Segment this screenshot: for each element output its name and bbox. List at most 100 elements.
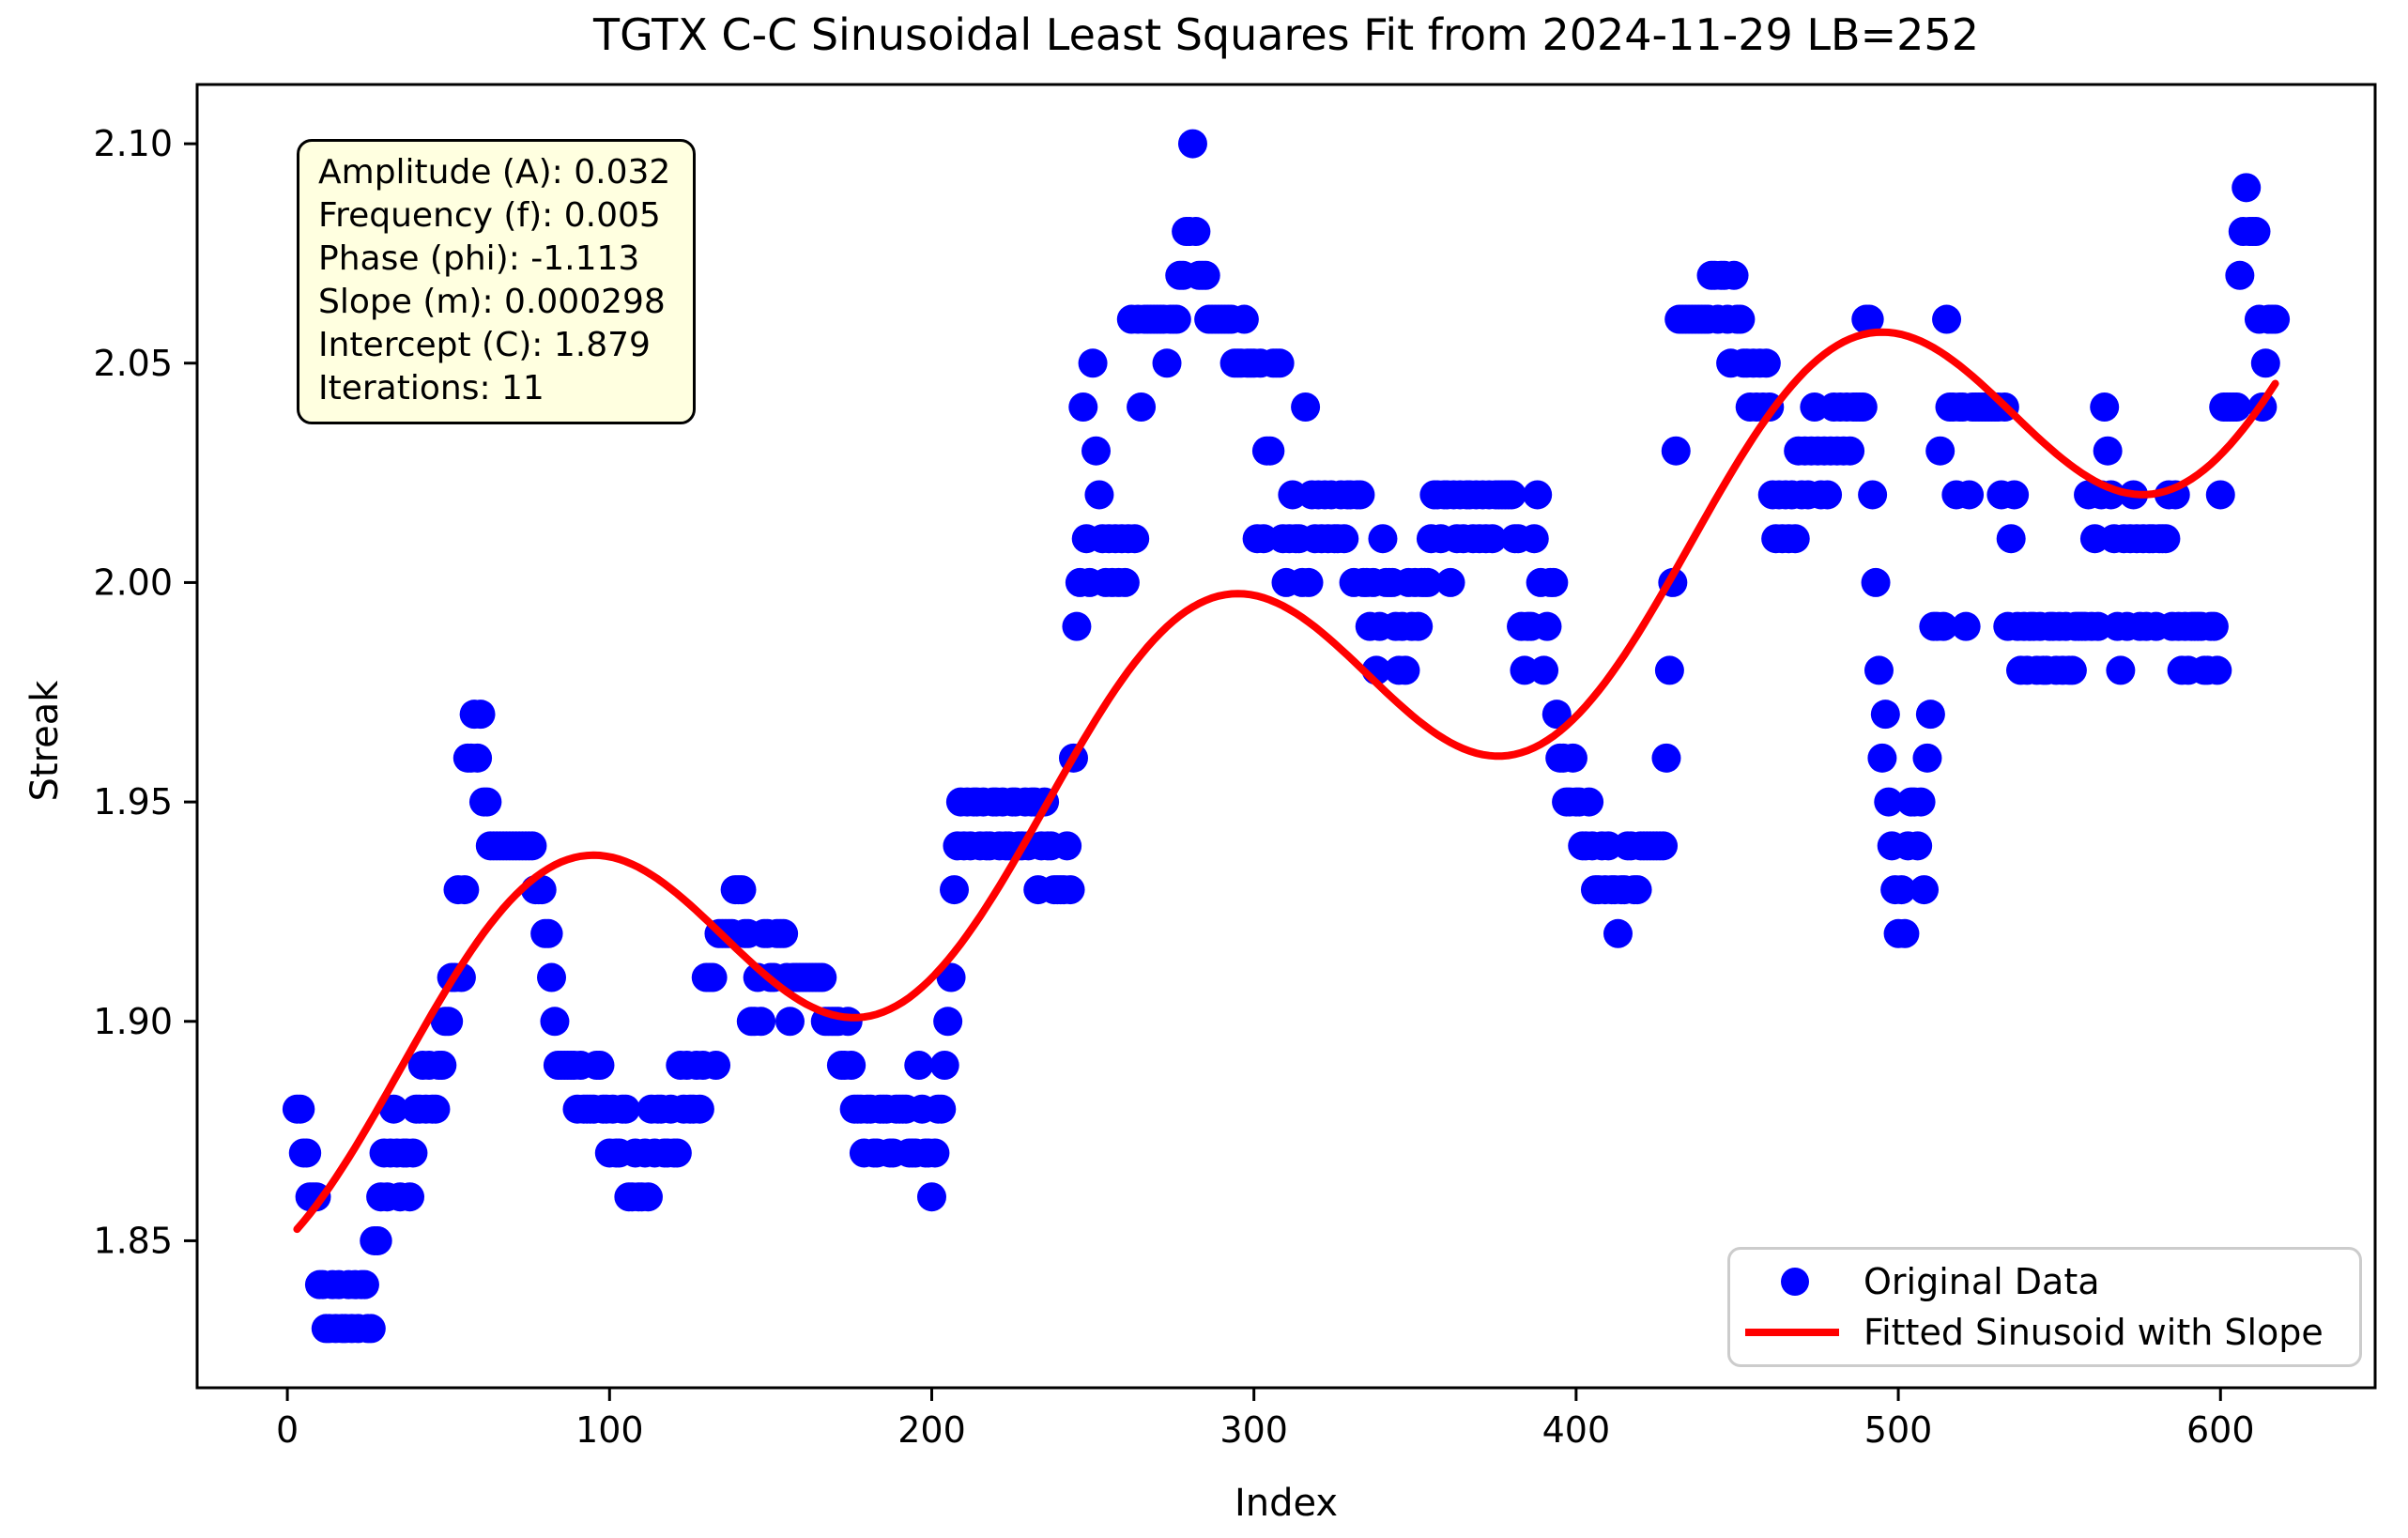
scatter-point bbox=[698, 962, 728, 992]
scatter-point bbox=[940, 875, 970, 905]
legend-label: Original Data bbox=[1864, 1261, 2100, 1302]
scatter-point bbox=[1996, 524, 2026, 554]
scatter-point bbox=[927, 1094, 957, 1124]
scatter-point bbox=[1890, 918, 1920, 948]
fit-stat-slope: Slope (m): 0.000298 bbox=[318, 283, 666, 321]
y-tick-label: 2.10 bbox=[93, 123, 173, 164]
x-tick-label: 100 bbox=[575, 1409, 644, 1451]
scatter-point bbox=[356, 1314, 386, 1344]
scatter-point bbox=[1078, 348, 1108, 378]
scatter-point bbox=[463, 743, 493, 773]
scatter-point bbox=[1229, 304, 1259, 334]
x-tick-label: 200 bbox=[897, 1409, 966, 1451]
y-axis-label: Streak bbox=[23, 680, 67, 802]
scatter-marker-icon bbox=[1730, 1268, 1852, 1296]
scatter-point bbox=[378, 1094, 408, 1124]
fit-stat-iterations: Iterations: 11 bbox=[318, 369, 544, 408]
scatter-point bbox=[1867, 743, 1897, 773]
scatter-point bbox=[1861, 567, 1891, 597]
scatter-point bbox=[2225, 260, 2255, 290]
scatter-point bbox=[1478, 524, 1508, 554]
scatter-point bbox=[1864, 655, 1894, 685]
scatter-point bbox=[1858, 480, 1888, 510]
scatter-point bbox=[427, 1051, 457, 1081]
scatter-point bbox=[1403, 611, 1434, 641]
scatter-point bbox=[1523, 480, 1553, 510]
scatter-point bbox=[1529, 655, 1559, 685]
scatter-point bbox=[285, 1094, 315, 1124]
scatter-point bbox=[701, 1051, 731, 1081]
scatter-point bbox=[1887, 875, 1917, 905]
fit-stat-phase: Phase (phi): -1.113 bbox=[318, 239, 640, 278]
scatter-point bbox=[466, 700, 496, 730]
scatter-point bbox=[1951, 611, 1981, 641]
scatter-point bbox=[1661, 436, 1691, 466]
scatter-point bbox=[2000, 480, 2030, 510]
scatter-point bbox=[2093, 436, 2123, 466]
scatter-point bbox=[775, 1007, 805, 1037]
fit-stats-box: Amplitude (A): 0.032 Frequency (f): 0.00… bbox=[297, 139, 697, 424]
x-tick-label: 300 bbox=[1219, 1409, 1288, 1451]
y-tick-label: 2.05 bbox=[93, 343, 173, 384]
scatter-point bbox=[434, 1007, 464, 1037]
x-tick-label: 0 bbox=[276, 1409, 299, 1451]
scatter-point bbox=[2241, 217, 2271, 247]
scatter-point bbox=[904, 1051, 934, 1081]
scatter-point bbox=[1906, 787, 1936, 817]
scatter-point bbox=[833, 1007, 863, 1037]
legend: Original Data Fitted Sinusoid with Slope bbox=[1727, 1247, 2362, 1367]
scatter-point bbox=[1265, 348, 1295, 378]
scatter-point bbox=[1161, 304, 1191, 334]
scatter-point bbox=[1574, 787, 1604, 817]
scatter-point bbox=[349, 1269, 379, 1300]
scatter-point bbox=[1052, 831, 1082, 861]
scatter-point bbox=[1932, 304, 1962, 334]
scatter-point bbox=[1390, 655, 1420, 685]
scatter-point bbox=[2090, 392, 2120, 422]
scatter-point bbox=[1084, 480, 1114, 510]
scatter-point bbox=[1651, 743, 1681, 773]
scatter-point bbox=[807, 962, 837, 992]
scatter-point bbox=[1912, 743, 1942, 773]
scatter-point bbox=[746, 1007, 776, 1037]
scatter-point bbox=[1294, 567, 1324, 597]
scatter-point bbox=[1110, 567, 1140, 597]
scatter-point bbox=[1719, 260, 1749, 290]
scatter-point bbox=[292, 1138, 322, 1168]
legend-item-fitted-sinusoid: Fitted Sinusoid with Slope bbox=[1730, 1308, 2359, 1357]
scatter-point bbox=[2202, 655, 2232, 685]
scatter-point bbox=[920, 1138, 950, 1168]
scatter-point bbox=[1874, 787, 1904, 817]
scatter-point bbox=[2057, 655, 2087, 685]
scatter-point bbox=[1541, 700, 1572, 730]
scatter-point bbox=[1435, 567, 1465, 597]
scatter-point bbox=[769, 918, 799, 948]
scatter-point bbox=[633, 1182, 663, 1212]
scatter-point bbox=[1603, 918, 1633, 948]
scatter-point bbox=[450, 875, 480, 905]
x-tick-label: 500 bbox=[1864, 1409, 1933, 1451]
scatter-point bbox=[1854, 304, 1884, 334]
scatter-point bbox=[1870, 700, 1900, 730]
y-tick-label: 1.95 bbox=[93, 781, 173, 823]
scatter-point bbox=[1813, 480, 1843, 510]
scatter-point bbox=[585, 1051, 615, 1081]
scatter-point bbox=[362, 1225, 392, 1255]
scatter-point bbox=[1649, 831, 1679, 861]
scatter-point bbox=[2106, 655, 2136, 685]
scatter-point bbox=[2261, 304, 2291, 334]
scatter-point bbox=[398, 1138, 428, 1168]
scatter-point bbox=[1532, 611, 1562, 641]
scatter-point bbox=[1751, 348, 1781, 378]
scatter-point bbox=[1291, 392, 1321, 422]
scatter-point bbox=[1539, 567, 1569, 597]
scatter-point bbox=[1190, 260, 1220, 290]
y-tick-label: 1.85 bbox=[93, 1220, 173, 1261]
scatter-point bbox=[2250, 348, 2280, 378]
scatter-point bbox=[1368, 524, 1398, 554]
scatter-point bbox=[610, 1094, 640, 1124]
scatter-point bbox=[1062, 611, 1092, 641]
scatter-point bbox=[2232, 173, 2262, 203]
scatter-point bbox=[2221, 392, 2251, 422]
